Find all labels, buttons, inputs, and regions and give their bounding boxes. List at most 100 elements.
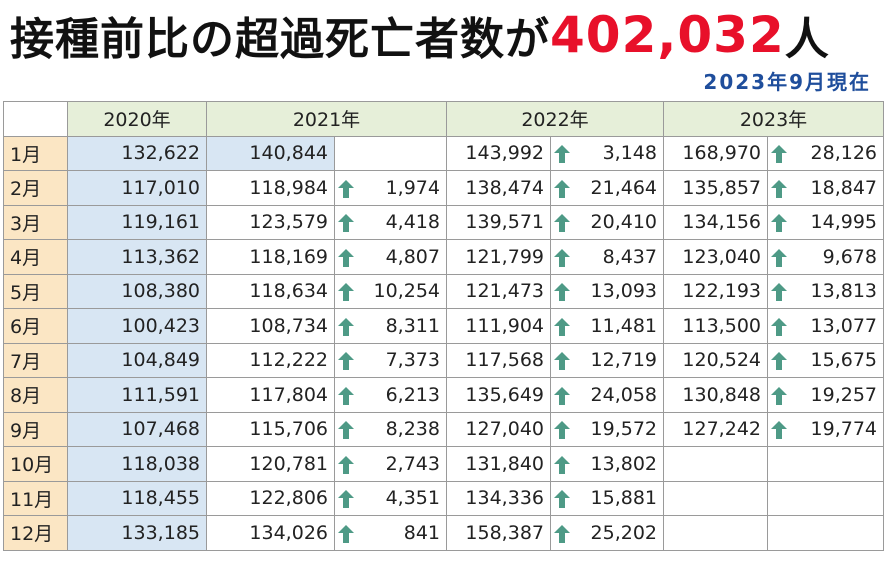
- month-cell-text: 4月: [10, 247, 42, 270]
- diff-2023-cell-text: 9,678: [822, 245, 877, 268]
- value-2022-cell: 131,840: [446, 446, 551, 482]
- diff-2022-cell: 19,572: [550, 411, 664, 447]
- value-2023-cell-text: 168,970: [682, 142, 761, 165]
- diff-2022-cell-text: 12,719: [590, 349, 657, 372]
- header-row: 2020年 2021年 2022年 2023年: [3, 101, 884, 137]
- value-2020-cell-text: 100,423: [121, 314, 200, 337]
- value-2020-cell-text: 133,185: [121, 521, 200, 544]
- diff-2021-cell-text: 8,311: [385, 314, 440, 337]
- diff-2023-cell-text: 14,995: [810, 211, 877, 234]
- value-2022-cell: 135,649: [446, 377, 551, 413]
- value-2021-cell-text: 118,169: [249, 245, 328, 268]
- value-2023-cell: 123,040: [663, 239, 768, 275]
- title-suffix: 人: [784, 14, 829, 65]
- value-2021-cell-text: 140,844: [249, 142, 328, 165]
- diff-2023-cell-text: 15,675: [810, 349, 877, 372]
- value-2022-cell-text: 121,473: [465, 280, 544, 303]
- value-2021-cell-text: 112,222: [249, 349, 328, 372]
- value-2022-cell-text: 134,336: [465, 487, 544, 510]
- value-2023-cell: 168,970: [663, 135, 768, 171]
- up-arrow-icon: [770, 179, 788, 199]
- up-arrow-icon: [553, 282, 571, 302]
- value-2021-cell-text: 115,706: [249, 418, 328, 441]
- diff-2022-cell: 20,410: [550, 204, 664, 240]
- value-2022-cell-text: 121,799: [465, 245, 544, 268]
- value-2021-cell: 117,804: [206, 377, 335, 413]
- title-number: 402,032: [550, 6, 785, 64]
- diff-2023-cell: 15,675: [767, 342, 884, 378]
- value-2021-cell: 123,579: [206, 204, 335, 240]
- up-arrow-icon: [553, 489, 571, 509]
- table-row: 12月 133,185 134,026 841 158,387 25,202: [3, 515, 884, 551]
- table-row: 7月 104,849 112,222 7,373 117,568 12,719 120,52…: [3, 342, 884, 378]
- diff-2023-cell: 19,257: [767, 377, 884, 413]
- diff-2021-cell: 8,311: [334, 308, 447, 344]
- value-2022-cell: 127,040: [446, 411, 551, 447]
- month-cell-text: 3月: [10, 212, 42, 235]
- month-cell: 11月: [3, 480, 68, 516]
- value-2021-cell: 140,844: [206, 135, 335, 171]
- month-cell-text: 7月: [10, 350, 42, 373]
- diff-2023-cell: 14,995: [767, 204, 884, 240]
- page-title: 接種前比の超過死亡者数が 402,032 人: [10, 4, 829, 66]
- up-arrow-icon: [553, 179, 571, 199]
- value-2023-cell: 135,857: [663, 170, 768, 206]
- value-2022-cell: 117,568: [446, 342, 551, 378]
- value-2020-cell-text: 118,455: [121, 487, 200, 510]
- value-2021-cell-text: 118,984: [249, 176, 328, 199]
- diff-2023-cell: 13,813: [767, 273, 884, 309]
- month-cell-text: 8月: [10, 385, 42, 408]
- diff-2023-cell-text: 13,077: [810, 314, 877, 337]
- up-arrow-icon: [770, 213, 788, 233]
- up-arrow-icon: [337, 248, 355, 268]
- value-2022-cell: 121,473: [446, 273, 551, 309]
- value-2021-cell: 120,781: [206, 446, 335, 482]
- header-year-2022: 2022年: [446, 101, 664, 137]
- table-row: 11月 118,455 122,806 4,351 134,336 15,881: [3, 480, 884, 516]
- value-2021-cell-text: 118,634: [249, 280, 328, 303]
- title-main: 接種前比の超過死亡者数が: [10, 14, 550, 65]
- diff-2021-cell: 7,373: [334, 342, 447, 378]
- value-2021-cell: 115,706: [206, 411, 335, 447]
- table-row: 8月 111,591 117,804 6,213 135,649 24,058 130,84…: [3, 377, 884, 413]
- diff-2021-cell-text: 6,213: [385, 383, 440, 406]
- diff-2023-cell: 19,774: [767, 411, 884, 447]
- diff-2023-cell: 28,126: [767, 135, 884, 171]
- value-2021-cell: 118,984: [206, 170, 335, 206]
- diff-2021-cell: 4,351: [334, 480, 447, 516]
- diff-2023-cell: 9,678: [767, 239, 884, 275]
- value-2023-cell-text: 122,193: [682, 280, 761, 303]
- diff-2022-cell: 3,148: [550, 135, 664, 171]
- value-2021-cell: 118,634: [206, 273, 335, 309]
- value-2022-cell: 139,571: [446, 204, 551, 240]
- value-2022-cell: 158,387: [446, 515, 551, 551]
- value-2020-cell-text: 119,161: [121, 211, 200, 234]
- diff-2022-cell-text: 3,148: [602, 142, 657, 165]
- value-2023-cell: [663, 515, 768, 551]
- value-2023-cell-text: 135,857: [682, 176, 761, 199]
- month-cell-text: 12月: [10, 523, 54, 546]
- diff-2022-cell-text: 8,437: [602, 245, 657, 268]
- diff-2023-cell-text: 28,126: [810, 142, 877, 165]
- diff-2021-cell-text: 841: [403, 521, 440, 544]
- month-cell: 10月: [3, 446, 68, 482]
- header-year-2020: 2020年: [67, 101, 207, 137]
- value-2023-cell: 130,848: [663, 377, 768, 413]
- up-arrow-icon: [553, 351, 571, 371]
- diff-2022-cell: 8,437: [550, 239, 664, 275]
- diff-2023-cell: 18,847: [767, 170, 884, 206]
- diff-2021-cell: [334, 135, 447, 171]
- up-arrow-icon: [770, 282, 788, 302]
- diff-2021-cell: 841: [334, 515, 447, 551]
- month-cell-text: 6月: [10, 316, 42, 339]
- diff-2023-cell: 13,077: [767, 308, 884, 344]
- month-cell-text: 9月: [10, 419, 42, 442]
- diff-2022-cell-text: 13,802: [590, 452, 657, 475]
- month-cell: 2月: [3, 170, 68, 206]
- value-2022-cell-text: 135,649: [465, 383, 544, 406]
- month-cell-text: 1月: [10, 143, 42, 166]
- month-cell: 6月: [3, 308, 68, 344]
- value-2023-cell-text: 127,242: [682, 418, 761, 441]
- value-2020-cell: 113,362: [67, 239, 207, 275]
- month-cell: 9月: [3, 411, 68, 447]
